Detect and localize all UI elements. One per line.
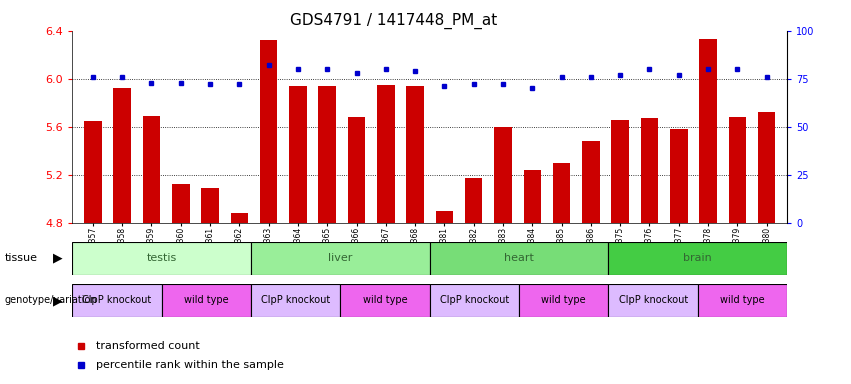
Bar bbox=[608, 284, 698, 317]
Bar bbox=[430, 284, 519, 317]
Text: transformed count: transformed count bbox=[95, 341, 199, 351]
Bar bbox=[608, 242, 787, 275]
Bar bbox=[641, 118, 659, 223]
Bar bbox=[72, 242, 251, 275]
Text: ClpP knockout: ClpP knockout bbox=[261, 295, 330, 306]
Text: heart: heart bbox=[504, 253, 534, 263]
Bar bbox=[113, 88, 131, 223]
Bar bbox=[523, 170, 541, 223]
Bar bbox=[700, 39, 717, 223]
Bar bbox=[611, 119, 629, 223]
Bar bbox=[348, 117, 365, 223]
Text: wild type: wild type bbox=[541, 295, 586, 306]
Bar bbox=[231, 213, 248, 223]
Bar bbox=[406, 86, 424, 223]
Bar bbox=[143, 116, 160, 223]
Bar bbox=[84, 121, 101, 223]
Title: GDS4791 / 1417448_PM_at: GDS4791 / 1417448_PM_at bbox=[290, 13, 498, 29]
Bar bbox=[72, 284, 162, 317]
Text: ▶: ▶ bbox=[53, 252, 63, 265]
Bar bbox=[728, 117, 746, 223]
Text: ClpP knockout: ClpP knockout bbox=[83, 295, 151, 306]
Bar bbox=[289, 86, 306, 223]
Bar bbox=[251, 242, 430, 275]
Text: testis: testis bbox=[146, 253, 177, 263]
Bar bbox=[162, 284, 251, 317]
Text: wild type: wild type bbox=[720, 295, 765, 306]
Bar bbox=[201, 188, 219, 223]
Text: ClpP knockout: ClpP knockout bbox=[440, 295, 509, 306]
Bar bbox=[758, 113, 775, 223]
Bar bbox=[436, 211, 454, 223]
Bar bbox=[553, 163, 570, 223]
Text: ClpP knockout: ClpP knockout bbox=[619, 295, 688, 306]
Text: brain: brain bbox=[683, 253, 712, 263]
Bar bbox=[698, 284, 787, 317]
Bar bbox=[340, 284, 430, 317]
Bar bbox=[251, 284, 340, 317]
Text: wild type: wild type bbox=[184, 295, 229, 306]
Bar bbox=[318, 86, 336, 223]
Bar bbox=[260, 40, 277, 223]
Text: liver: liver bbox=[328, 253, 352, 263]
Bar bbox=[172, 184, 190, 223]
Bar bbox=[465, 178, 483, 223]
Bar bbox=[377, 85, 395, 223]
Bar bbox=[519, 284, 608, 317]
Bar bbox=[494, 127, 511, 223]
Bar bbox=[582, 141, 600, 223]
Text: genotype/variation: genotype/variation bbox=[4, 295, 97, 306]
Text: wild type: wild type bbox=[363, 295, 408, 306]
Text: tissue: tissue bbox=[4, 253, 37, 263]
Bar bbox=[430, 242, 608, 275]
Text: ▶: ▶ bbox=[53, 294, 63, 307]
Bar bbox=[670, 129, 688, 223]
Text: percentile rank within the sample: percentile rank within the sample bbox=[95, 360, 283, 370]
